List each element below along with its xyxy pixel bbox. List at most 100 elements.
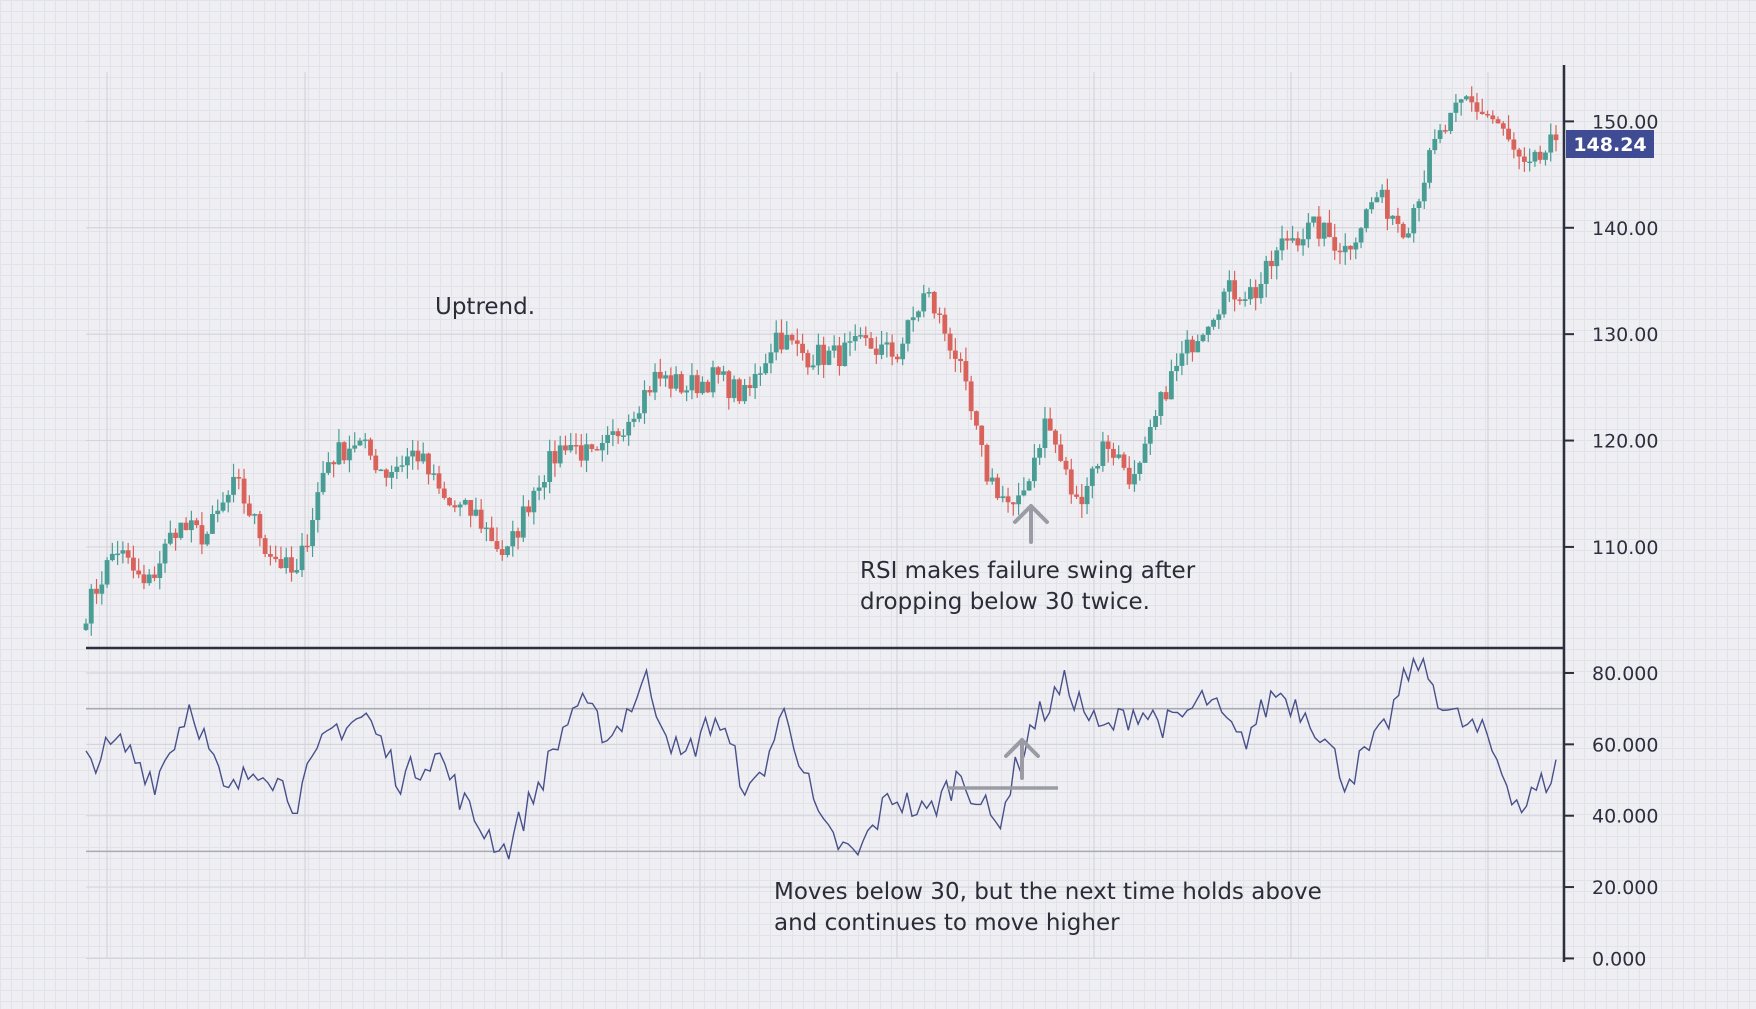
candle bbox=[1358, 226, 1364, 249]
candle bbox=[141, 564, 147, 590]
candle bbox=[1437, 124, 1443, 144]
candle bbox=[1142, 436, 1148, 464]
candle bbox=[115, 540, 121, 565]
candle bbox=[647, 385, 653, 396]
candle bbox=[952, 338, 958, 372]
candle bbox=[257, 510, 263, 547]
candle bbox=[436, 465, 442, 494]
candle bbox=[1205, 325, 1211, 343]
candle bbox=[383, 468, 389, 487]
candle bbox=[773, 320, 779, 361]
candle bbox=[916, 310, 921, 322]
candle bbox=[1395, 207, 1401, 233]
candle bbox=[1458, 98, 1464, 116]
candle bbox=[1537, 145, 1543, 164]
candle bbox=[768, 343, 774, 374]
candle bbox=[1195, 334, 1201, 353]
candle bbox=[320, 461, 326, 495]
candle bbox=[847, 331, 853, 357]
candle bbox=[1190, 335, 1195, 362]
candle bbox=[631, 411, 637, 428]
candle bbox=[1527, 148, 1533, 172]
candle bbox=[1184, 330, 1190, 366]
candle bbox=[1295, 231, 1301, 252]
candle bbox=[779, 319, 784, 354]
candle bbox=[410, 439, 416, 470]
candle bbox=[373, 448, 379, 474]
candle bbox=[99, 571, 105, 605]
candle bbox=[1474, 92, 1480, 120]
candle bbox=[974, 410, 979, 430]
candle bbox=[1105, 435, 1111, 463]
candle bbox=[505, 545, 510, 558]
current-price-tag: 148.24 bbox=[1566, 130, 1654, 158]
candle bbox=[389, 465, 394, 489]
candle bbox=[167, 520, 173, 546]
candle bbox=[599, 435, 605, 462]
candle bbox=[1031, 444, 1037, 488]
candle bbox=[136, 558, 142, 579]
candle bbox=[146, 569, 152, 586]
candle bbox=[1464, 95, 1469, 101]
candle bbox=[931, 291, 937, 319]
grid-lines bbox=[86, 72, 1564, 960]
price-tick-label: 150.00 bbox=[1592, 111, 1658, 133]
candle bbox=[325, 452, 331, 476]
candle bbox=[210, 505, 215, 535]
candle bbox=[315, 482, 321, 533]
candle bbox=[252, 513, 258, 525]
candle bbox=[1553, 125, 1559, 152]
candle bbox=[88, 584, 94, 636]
candle bbox=[863, 326, 869, 346]
candle bbox=[1226, 270, 1232, 303]
candle bbox=[726, 369, 732, 410]
candle bbox=[420, 442, 426, 464]
candle bbox=[784, 321, 790, 350]
candle bbox=[1332, 223, 1338, 260]
candle bbox=[1495, 116, 1501, 124]
candle bbox=[1126, 456, 1132, 489]
candle bbox=[125, 542, 131, 564]
candle bbox=[905, 319, 911, 352]
candle bbox=[109, 542, 115, 562]
candle bbox=[1016, 482, 1021, 515]
candle bbox=[1421, 170, 1427, 210]
candle bbox=[1348, 245, 1353, 260]
candle bbox=[1485, 110, 1490, 118]
candle bbox=[194, 517, 200, 529]
candle bbox=[399, 455, 405, 473]
candle bbox=[1084, 477, 1090, 515]
candle bbox=[1337, 243, 1343, 265]
candle bbox=[478, 499, 484, 534]
candle bbox=[278, 546, 284, 569]
axes bbox=[86, 65, 1566, 962]
axis-ticks: 150.00 140.00 130.00 120.00 110.00 80.000 60.0… bbox=[1564, 111, 1658, 970]
candle bbox=[1216, 309, 1222, 329]
candle bbox=[489, 516, 495, 542]
candle bbox=[225, 490, 231, 513]
candle bbox=[678, 371, 684, 395]
candle bbox=[484, 522, 489, 542]
candle bbox=[947, 327, 953, 360]
candle bbox=[452, 500, 458, 513]
candle bbox=[1432, 129, 1438, 155]
candle bbox=[1353, 237, 1359, 260]
candle bbox=[304, 534, 310, 552]
candle bbox=[1100, 431, 1106, 472]
candle bbox=[1153, 410, 1158, 430]
candle bbox=[789, 333, 795, 345]
candle bbox=[1548, 123, 1554, 162]
rsi-tick-label: 60.000 bbox=[1592, 734, 1658, 756]
candle bbox=[447, 496, 452, 507]
candle bbox=[1132, 460, 1137, 492]
candle bbox=[1168, 359, 1174, 400]
candle bbox=[1158, 391, 1164, 425]
candle bbox=[294, 558, 300, 575]
candle bbox=[1005, 487, 1011, 513]
candle bbox=[995, 473, 1000, 501]
price-tick-label: 110.00 bbox=[1592, 537, 1658, 559]
candle bbox=[942, 307, 948, 342]
candle bbox=[1416, 198, 1422, 222]
candle bbox=[1079, 483, 1085, 518]
